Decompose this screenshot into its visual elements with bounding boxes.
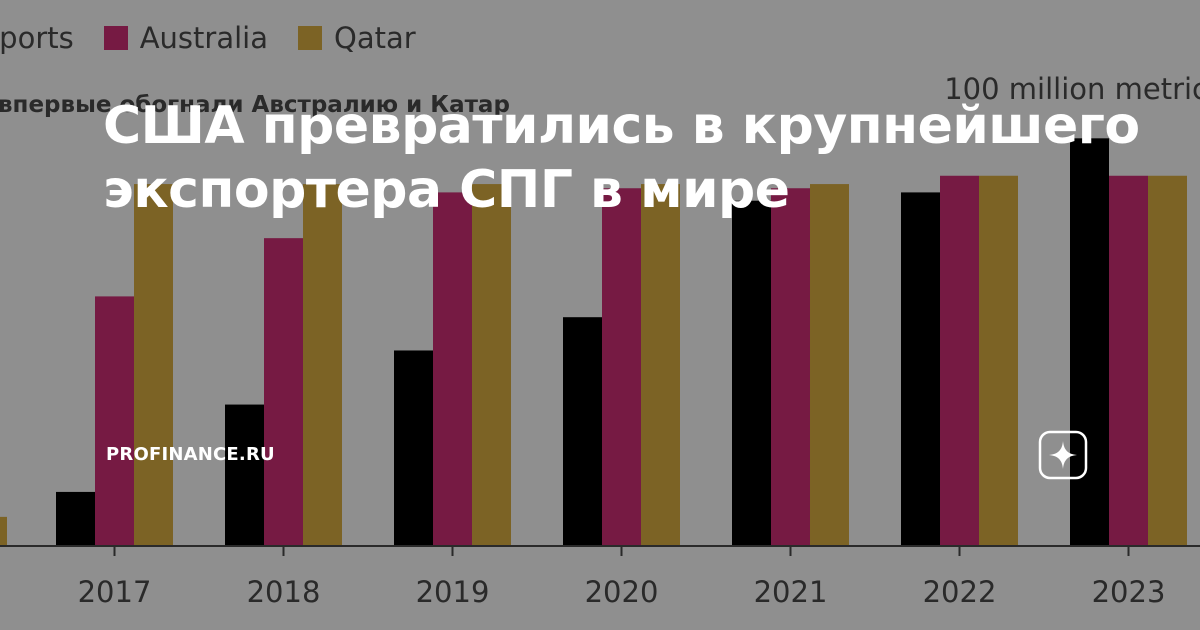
bar-qatar-2021 — [810, 184, 849, 546]
bar-us-2021 — [732, 200, 771, 546]
x-axis-ticks: 2017 2018 2019 2020 2021 2022 2023 — [78, 546, 1166, 609]
x-tick-label-2018: 2018 — [247, 575, 321, 609]
bar-us-2017 — [56, 491, 95, 546]
bar-australia-2022 — [940, 175, 979, 546]
legend-swatch-qatar — [298, 26, 322, 50]
source-label: PROFINANCE.RU — [106, 444, 275, 465]
x-tick-label-2022: 2022 — [923, 575, 997, 609]
bar-australia-2021 — [771, 188, 810, 547]
bar-qatar-2023 — [1148, 175, 1187, 546]
legend-swatch-australia — [103, 26, 128, 50]
bar-australia-2020 — [602, 188, 641, 547]
bar-qatar-2018 — [303, 184, 342, 546]
bar-qatar-2019 — [472, 184, 511, 546]
x-tick-label-2020: 2020 — [585, 575, 659, 609]
bar-australia-2023 — [1109, 175, 1148, 546]
legend-label-us: xports — [0, 21, 74, 55]
x-tick-label-2019: 2019 — [416, 575, 490, 609]
bar-qatar-2017 — [134, 184, 173, 546]
legend-item-qatar: Qatar — [298, 21, 416, 55]
legend-item-australia: Australia — [103, 21, 268, 55]
legend-item-us: xports — [0, 21, 74, 55]
bar-australia-2019 — [433, 192, 472, 546]
bar-us-2018 — [225, 404, 264, 546]
bar-australia-2018 — [264, 238, 303, 546]
bar-qatar-2020 — [641, 184, 680, 546]
bars-group — [0, 138, 1187, 547]
bar-qatar-2022 — [979, 175, 1018, 546]
zen-star-icon[interactable] — [1038, 430, 1088, 480]
chart-subtitle: впервые обогнали Австралию и Катар — [0, 92, 510, 118]
legend-label-australia: Australia — [139, 21, 268, 55]
bar-us-2022 — [901, 192, 940, 546]
bar-qatar-partial — [0, 516, 7, 546]
legend-label-qatar: Qatar — [334, 21, 416, 55]
unit-label: 100 million metric — [944, 72, 1200, 106]
x-tick-label-2017: 2017 — [78, 575, 152, 609]
headline: США превратились в крупнейшего экспортер… — [103, 96, 1140, 220]
x-tick-label-2021: 2021 — [754, 575, 828, 609]
bar-australia-2017 — [95, 296, 134, 546]
x-tick-label-2023: 2023 — [1092, 575, 1166, 609]
bar-us-2020 — [563, 317, 602, 546]
legend: xports Australia Qatar — [0, 18, 446, 58]
bar-us-2019 — [394, 350, 433, 546]
